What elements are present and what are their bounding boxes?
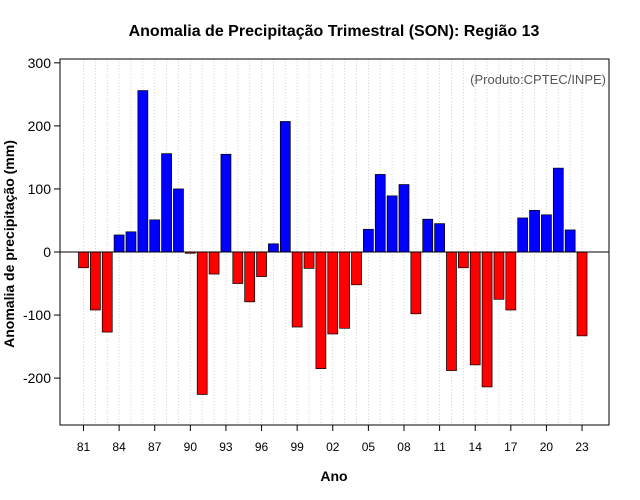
- bar-2006: [374, 174, 386, 253]
- bar-2003: [339, 251, 350, 329]
- x-tick-label: 08: [397, 440, 411, 454]
- bar-2007: [386, 195, 398, 253]
- y-tick-label: 300: [28, 55, 52, 71]
- bar-2011: [434, 223, 445, 253]
- x-tick-label: 20: [540, 440, 554, 454]
- x-tick-label: 99: [290, 440, 304, 454]
- x-tick-label: 90: [184, 440, 198, 454]
- bar-2019: [529, 210, 540, 253]
- bar-2002: [327, 251, 339, 335]
- bar-1983: [101, 251, 113, 333]
- bar-2017: [505, 251, 517, 311]
- y-axis-label: Anomalia de precipitação (mm): [1, 140, 17, 348]
- bar-1989: [173, 188, 184, 253]
- y-tick-label: -200: [23, 370, 51, 386]
- bar-1995: [244, 251, 256, 303]
- x-tick-label: 87: [148, 440, 162, 454]
- bar-2004: [351, 251, 362, 286]
- x-tick-label: 96: [255, 440, 269, 454]
- bar-2012: [446, 251, 457, 371]
- bar-1998: [279, 121, 291, 253]
- bar-2021: [552, 167, 564, 253]
- plot-frame: [59, 58, 610, 426]
- bar-2005: [363, 228, 374, 253]
- bar-1982: [90, 251, 101, 311]
- bar-1981: [78, 251, 89, 269]
- x-tick-label: 81: [77, 440, 91, 454]
- y-tick-label: 200: [28, 118, 52, 134]
- product-credit: (Produto:CPTEC/INPE): [470, 72, 606, 87]
- y-axis: -200 -100 0 100 200 300: [23, 55, 60, 386]
- bar-2008: [398, 184, 410, 253]
- x-tick-label: 05: [362, 440, 376, 454]
- bar-1984: [113, 234, 125, 253]
- bar-1996: [256, 251, 267, 277]
- x-axis-label: Ano: [320, 468, 347, 484]
- y-tick-label: 0: [43, 244, 51, 260]
- bar-1999: [291, 251, 303, 328]
- bar-2009: [410, 251, 422, 315]
- bar-2023: [576, 251, 588, 337]
- bar-1994: [232, 251, 244, 284]
- x-tick-label: 84: [112, 440, 126, 454]
- x-tick-label: 17: [504, 440, 518, 454]
- y-tick-label: 100: [28, 181, 52, 197]
- bar-2022: [564, 229, 576, 253]
- bar-1997: [268, 243, 279, 253]
- bar-2018: [517, 217, 529, 253]
- bar-2013: [457, 251, 469, 269]
- bar-1988: [161, 153, 172, 253]
- x-axis: 81 84 87 90 93 96 99 02 05 08 11 14 17 20 23: [77, 425, 589, 454]
- x-tick-label: 11: [433, 440, 446, 454]
- x-tick-label: 23: [575, 440, 589, 454]
- bar-1985: [125, 231, 137, 253]
- x-tick-label: 02: [326, 440, 340, 454]
- chart-title: Anomalia de Precipitação Trimestral (SON…: [129, 23, 540, 40]
- bar-2010: [422, 218, 434, 253]
- x-tick-label: 93: [219, 440, 233, 454]
- bars: [78, 90, 588, 395]
- bar-2015: [481, 251, 493, 388]
- bar-2014: [469, 251, 481, 366]
- bar-1987: [149, 219, 161, 253]
- bar-2016: [493, 251, 505, 300]
- bar-2001: [315, 251, 327, 369]
- y-tick-label: -100: [23, 307, 51, 323]
- bar-1986: [137, 90, 149, 253]
- bar-1993: [220, 153, 232, 253]
- bar-2000: [303, 251, 315, 269]
- bar-2020: [541, 214, 552, 253]
- x-tick-label: 14: [469, 440, 483, 454]
- bar-1991: [196, 251, 208, 395]
- bar-1992: [208, 251, 220, 275]
